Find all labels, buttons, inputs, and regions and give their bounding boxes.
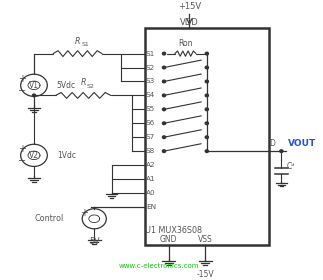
Text: VSS: VSS	[198, 235, 213, 244]
Text: +15V: +15V	[178, 1, 201, 11]
FancyBboxPatch shape	[145, 29, 269, 245]
Text: 5Vdc: 5Vdc	[57, 81, 76, 90]
Text: +: +	[80, 208, 88, 218]
Text: S8: S8	[146, 148, 155, 154]
Text: S1: S1	[81, 42, 89, 47]
Circle shape	[162, 108, 166, 111]
Text: 1Vdc: 1Vdc	[57, 151, 76, 160]
Text: S1: S1	[146, 51, 155, 57]
Text: S4: S4	[146, 92, 155, 98]
Text: 5V: 5V	[89, 237, 99, 246]
Text: A1: A1	[146, 176, 156, 182]
Circle shape	[205, 150, 208, 153]
Text: A2: A2	[146, 162, 156, 168]
Text: Ron: Ron	[178, 39, 193, 48]
Text: S7: S7	[146, 134, 155, 140]
Text: −: −	[18, 157, 26, 166]
Circle shape	[162, 52, 166, 55]
Text: U1 MUX36S08: U1 MUX36S08	[145, 226, 202, 235]
Text: S2: S2	[146, 64, 155, 71]
Text: Control: Control	[35, 214, 64, 223]
Text: A0: A0	[146, 190, 156, 196]
Text: S3: S3	[146, 78, 155, 85]
Text: EN: EN	[146, 204, 156, 210]
Text: +: +	[18, 144, 26, 154]
Circle shape	[162, 66, 166, 69]
Circle shape	[205, 94, 208, 97]
Circle shape	[162, 122, 166, 125]
Text: S2: S2	[87, 84, 95, 89]
Text: −: −	[18, 87, 26, 96]
Text: R: R	[80, 78, 86, 87]
Text: D: D	[270, 139, 276, 148]
Text: V1: V1	[29, 81, 39, 90]
Text: -15V: -15V	[196, 270, 214, 279]
Circle shape	[205, 80, 208, 83]
Text: www.c-electronics.com: www.c-electronics.com	[119, 263, 200, 269]
Text: S6: S6	[146, 120, 155, 126]
Text: S5: S5	[146, 106, 155, 112]
Circle shape	[205, 66, 208, 69]
Circle shape	[162, 94, 166, 97]
Text: GND: GND	[160, 235, 178, 244]
Circle shape	[205, 136, 208, 139]
Text: VOUT: VOUT	[288, 139, 316, 148]
Text: +: +	[18, 74, 26, 84]
Circle shape	[205, 108, 208, 111]
Circle shape	[162, 80, 166, 83]
Text: R: R	[75, 37, 80, 46]
Text: Cᵈ: Cᵈ	[287, 162, 296, 171]
Text: VDD: VDD	[180, 18, 199, 27]
Circle shape	[162, 136, 166, 139]
Circle shape	[280, 150, 283, 153]
Text: V2: V2	[29, 151, 39, 160]
Circle shape	[162, 150, 166, 153]
Circle shape	[205, 122, 208, 125]
Circle shape	[32, 94, 36, 97]
Circle shape	[205, 52, 208, 55]
